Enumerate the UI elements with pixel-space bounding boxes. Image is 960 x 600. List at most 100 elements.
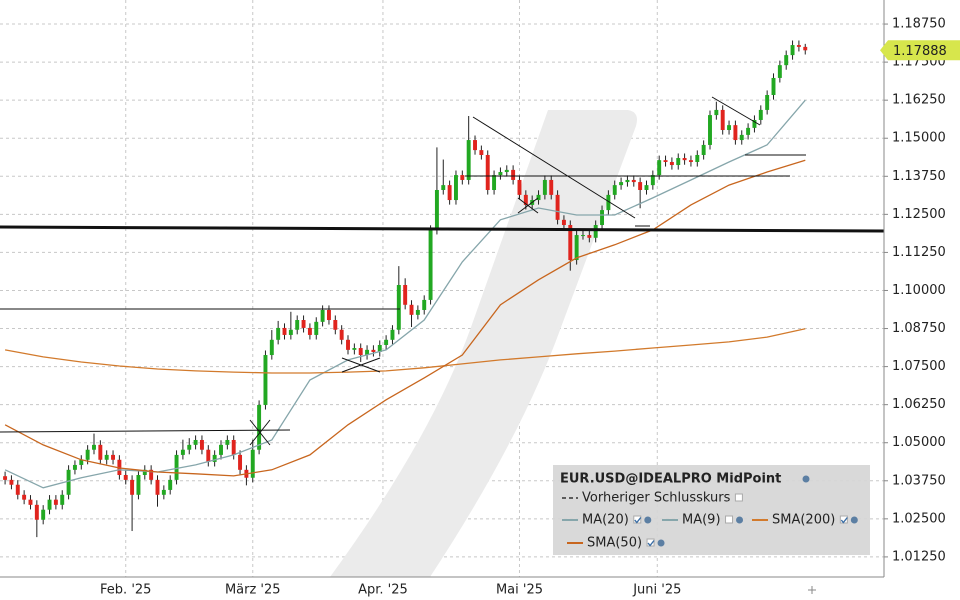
- legend-checkbox[interactable]: [725, 515, 734, 524]
- candle-body: [657, 160, 662, 176]
- candle-body: [511, 169, 516, 180]
- legend-settings[interactable]: [657, 539, 665, 547]
- y-tick-label: 1.03750: [892, 473, 946, 488]
- candle-body: [9, 479, 14, 485]
- candle-body: [409, 304, 414, 315]
- candle-body: [606, 194, 611, 211]
- candle-body: [168, 479, 173, 490]
- watermark: [330, 110, 637, 577]
- scroll-marker[interactable]: [808, 586, 816, 594]
- settings-icon[interactable]: [802, 475, 810, 483]
- candle-body: [434, 189, 439, 230]
- candle-body: [523, 194, 528, 205]
- candle-body: [225, 439, 230, 445]
- candle-body: [257, 404, 262, 450]
- candle-body: [587, 235, 592, 238]
- y-tick-label: 1.02500: [892, 511, 946, 526]
- candle-body: [314, 321, 319, 335]
- legend-label: MA(20): [582, 513, 629, 528]
- candle-body: [295, 320, 300, 330]
- candle-body: [365, 349, 370, 356]
- legend-checkbox[interactable]: [633, 515, 642, 524]
- candle-body: [504, 169, 509, 173]
- candle-body: [72, 464, 77, 470]
- candle-body: [796, 45, 801, 47]
- candle-body: [676, 158, 681, 166]
- candle-body: [479, 150, 484, 155]
- legend-checkbox[interactable]: [839, 515, 848, 524]
- candle-body: [15, 484, 20, 495]
- price-label: 1.17888: [893, 44, 947, 59]
- y-tick-label: 1.11250: [892, 245, 946, 260]
- candle-body: [739, 134, 744, 141]
- candle-body: [422, 299, 427, 310]
- candle-body: [180, 449, 185, 455]
- legend-checkbox[interactable]: [734, 493, 743, 502]
- candle-body: [593, 225, 598, 238]
- candle-body: [123, 474, 128, 480]
- y-tick-label: 1.01250: [892, 549, 946, 564]
- candle-body: [104, 454, 109, 460]
- candle-body: [377, 344, 382, 352]
- candle-body: [695, 154, 700, 162]
- moving-average-line: [4, 328, 806, 374]
- candle-body: [161, 489, 166, 495]
- candle-body: [92, 444, 96, 450]
- candle-body: [644, 185, 649, 190]
- candle-body: [517, 179, 522, 195]
- candle-body: [568, 225, 573, 261]
- y-tick-label: 1.18750: [892, 17, 946, 32]
- candle-body: [638, 182, 643, 190]
- legend-label: SMA(50): [587, 536, 642, 551]
- legend-settings[interactable]: [644, 516, 652, 524]
- legend-settings[interactable]: [736, 516, 744, 524]
- y-tick-label: 1.08750: [892, 321, 946, 336]
- x-tick-label: Mai '25: [496, 583, 543, 598]
- y-tick-label: 1.13750: [892, 169, 946, 184]
- candle-body: [447, 185, 452, 201]
- legend-checkbox[interactable]: [646, 538, 655, 547]
- candle-body: [199, 439, 204, 450]
- candle-body: [60, 494, 65, 505]
- candle-body: [803, 46, 808, 51]
- legend-label: MA(9): [682, 513, 721, 528]
- candle-body: [790, 45, 795, 56]
- candle-body: [53, 499, 58, 505]
- y-tick-label: 1.05000: [892, 435, 946, 450]
- trendline: [0, 429, 291, 433]
- candle-body: [581, 235, 585, 237]
- candle-body: [701, 144, 706, 155]
- y-tick-label: 1.12500: [892, 207, 946, 222]
- legend-check: [647, 540, 655, 547]
- candle-body: [326, 309, 331, 321]
- candle-body: [619, 182, 624, 186]
- x-tick-label: Juni '25: [632, 583, 681, 598]
- candle-body: [358, 348, 363, 356]
- candle-body: [708, 115, 712, 145]
- candle-body: [231, 439, 236, 455]
- trendline: [711, 96, 761, 126]
- price-badge: [880, 40, 960, 61]
- candle-body: [269, 339, 274, 356]
- candle-body: [250, 449, 255, 478]
- candle-body: [206, 449, 211, 462]
- y-tick-label: 1.16250: [892, 93, 946, 108]
- candle-body: [212, 454, 217, 462]
- legend-settings[interactable]: [850, 516, 858, 524]
- candle-body: [85, 449, 90, 460]
- candle-body: [688, 160, 693, 162]
- candle-body: [333, 320, 338, 330]
- candle-body: [727, 125, 732, 131]
- candle-body: [288, 329, 293, 335]
- axis-labels: 1.01250 1.02500 1.03750 1.05000 1.06250 1.075…: [100, 17, 960, 598]
- candle-body: [41, 509, 46, 520]
- candle-body: [47, 499, 52, 510]
- candle-body: [549, 179, 554, 195]
- candle-body: [733, 125, 738, 141]
- candle-body: [219, 444, 223, 455]
- candle-body: [136, 474, 141, 495]
- candle-body: [752, 119, 757, 128]
- candle-body: [663, 160, 668, 162]
- candle-body: [746, 127, 751, 135]
